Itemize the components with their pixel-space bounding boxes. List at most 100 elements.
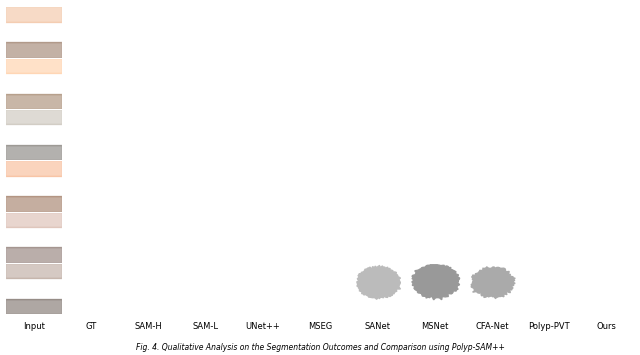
Ellipse shape [253,269,257,271]
Polygon shape [432,117,449,142]
Polygon shape [262,228,271,234]
Polygon shape [433,29,448,52]
Ellipse shape [280,276,286,278]
Ellipse shape [268,274,276,277]
Ellipse shape [275,295,278,296]
Polygon shape [301,173,338,197]
Polygon shape [179,262,233,301]
Polygon shape [262,230,294,250]
Polygon shape [244,65,271,99]
Ellipse shape [242,270,244,271]
Polygon shape [71,266,114,299]
Ellipse shape [211,42,214,45]
Polygon shape [545,115,564,142]
Polygon shape [358,173,394,197]
Polygon shape [581,215,623,247]
Ellipse shape [246,297,252,299]
Polygon shape [268,220,282,229]
Polygon shape [351,213,396,248]
Polygon shape [412,264,460,300]
Polygon shape [257,169,262,173]
Polygon shape [357,266,401,299]
Ellipse shape [254,304,257,305]
Ellipse shape [242,267,248,269]
Text: MSNet: MSNet [421,322,448,331]
Polygon shape [294,216,340,249]
Ellipse shape [154,42,157,45]
Polygon shape [89,27,106,52]
Text: Fig. 4. Qualitative Analysis on the Segmentation Outcomes and Comparison using P: Fig. 4. Qualitative Analysis on the Segm… [136,343,504,352]
Polygon shape [375,29,391,53]
Polygon shape [249,120,271,148]
Polygon shape [406,214,452,248]
Polygon shape [490,29,504,51]
Polygon shape [128,174,162,196]
Polygon shape [251,169,264,176]
Polygon shape [188,68,212,99]
Polygon shape [532,70,552,97]
Polygon shape [131,67,155,99]
Polygon shape [269,245,279,251]
Ellipse shape [273,292,278,294]
Ellipse shape [272,273,279,276]
Polygon shape [605,30,620,51]
Text: Input: Input [23,322,45,331]
Ellipse shape [276,287,281,289]
Text: UNet++: UNet++ [245,322,280,331]
Polygon shape [184,174,223,196]
Polygon shape [253,191,264,198]
Polygon shape [419,70,440,99]
Polygon shape [129,266,172,297]
Polygon shape [228,233,261,250]
Polygon shape [587,174,620,196]
Polygon shape [86,115,107,142]
Text: SAM-L: SAM-L [193,322,218,331]
Polygon shape [303,67,327,100]
Polygon shape [70,173,107,196]
Ellipse shape [269,298,273,300]
Text: MSEG: MSEG [308,322,332,331]
Polygon shape [236,239,260,253]
Polygon shape [267,184,273,187]
Text: CFA-Net: CFA-Net [475,322,509,331]
Ellipse shape [275,267,277,268]
Text: GT: GT [85,322,97,331]
Polygon shape [466,215,509,248]
Text: Ours: Ours [596,322,616,331]
Polygon shape [122,214,165,248]
Ellipse shape [253,307,257,309]
Ellipse shape [249,294,253,295]
Ellipse shape [234,306,242,308]
Polygon shape [276,180,283,184]
Ellipse shape [254,269,257,270]
Polygon shape [586,267,628,297]
Polygon shape [202,115,221,142]
Ellipse shape [308,278,318,287]
Polygon shape [471,267,515,298]
Text: SANet: SANet [364,322,390,331]
Polygon shape [179,213,226,249]
Polygon shape [253,117,273,139]
Polygon shape [603,115,621,142]
Polygon shape [63,212,108,248]
Polygon shape [361,67,385,100]
Ellipse shape [486,139,491,143]
Polygon shape [317,28,334,52]
Polygon shape [415,174,451,196]
Polygon shape [316,115,336,143]
Polygon shape [374,115,392,142]
Ellipse shape [269,278,271,279]
Ellipse shape [268,273,273,275]
Polygon shape [255,23,276,54]
Polygon shape [260,174,271,181]
Polygon shape [523,215,566,246]
Polygon shape [279,236,292,244]
Ellipse shape [239,275,246,278]
Ellipse shape [237,281,241,282]
Ellipse shape [236,264,242,267]
Ellipse shape [239,293,243,294]
Ellipse shape [269,296,271,297]
Text: Polyp-PVT: Polyp-PVT [528,322,570,331]
Polygon shape [243,128,260,148]
Polygon shape [547,30,562,51]
